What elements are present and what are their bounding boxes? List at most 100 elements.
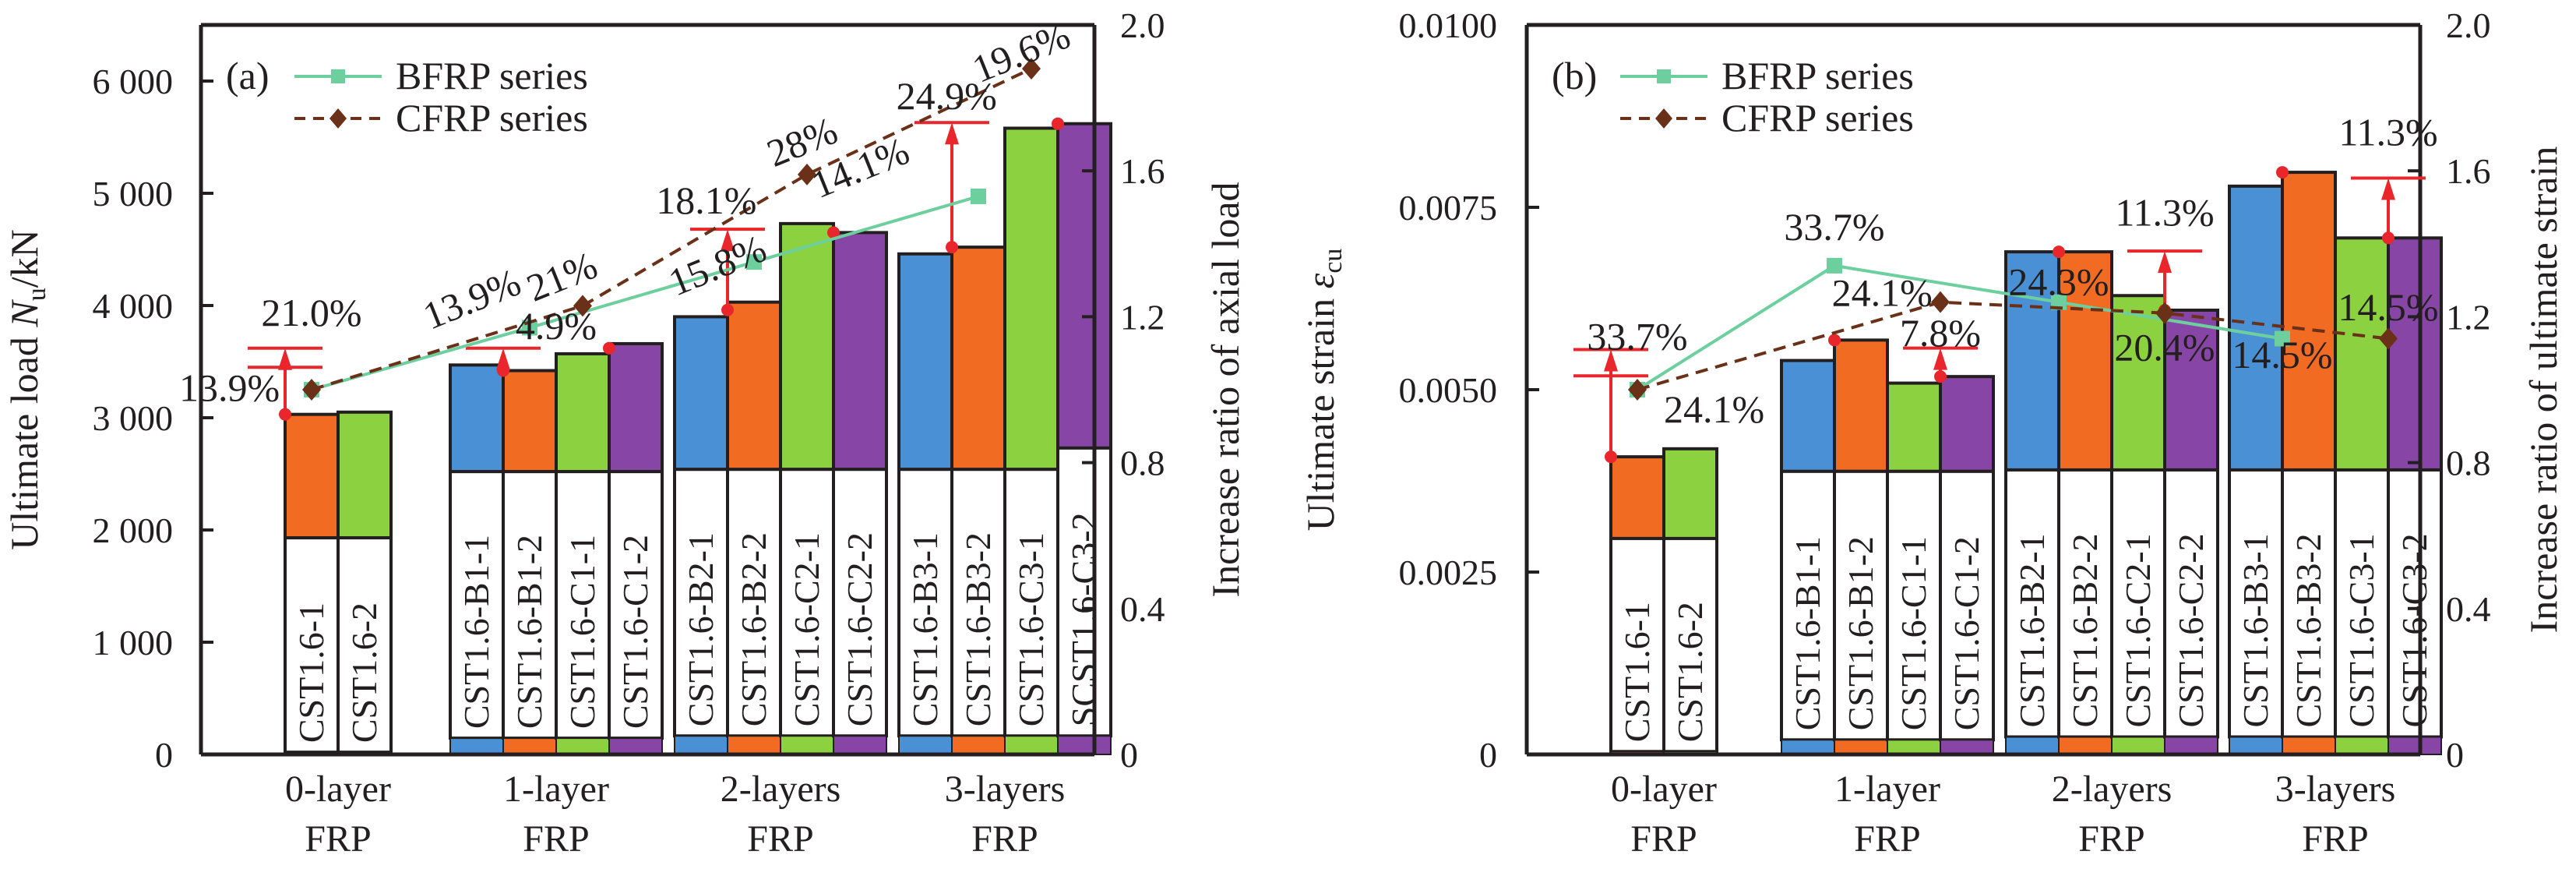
bar-base-strip bbox=[1781, 739, 1835, 756]
bar-fill bbox=[1833, 338, 1889, 473]
series-marker-cfrp bbox=[1022, 58, 1041, 80]
series-marker-cfrp bbox=[573, 295, 592, 317]
x-category-label-line2: FRP bbox=[1630, 818, 1697, 860]
bar-base-strip bbox=[2005, 736, 2060, 756]
series-marker-bfrp bbox=[1827, 257, 1842, 274]
bar-fill bbox=[608, 341, 664, 474]
y-axis-title-sub: cu bbox=[1319, 249, 1348, 274]
bar-label-box bbox=[1662, 536, 1718, 754]
bar-fill bbox=[2163, 308, 2219, 472]
bar-specimen-label: CST1.6-B1-2 bbox=[1841, 536, 1880, 730]
percent-annotation: 21.0% bbox=[261, 291, 361, 334]
bar-fill bbox=[673, 315, 729, 472]
legend-marker-cfrp bbox=[329, 108, 347, 129]
marker-dot bbox=[497, 364, 509, 377]
bar-specimen-label: CST1.6-B2-2 bbox=[734, 532, 774, 726]
bar-base-strip bbox=[780, 735, 834, 755]
x-category-label: 3-layers bbox=[2275, 768, 2396, 810]
legend-marker-cfrp bbox=[1655, 108, 1672, 129]
percent-annotation: 18.1% bbox=[656, 178, 756, 222]
x-category-label-line2: FRP bbox=[2302, 818, 2368, 860]
y-tick-label: 2 000 bbox=[93, 510, 174, 550]
bar-label-box bbox=[1886, 469, 1942, 742]
bar-specimen-label: SCST1.6-C3-2 bbox=[1064, 512, 1104, 726]
bar-fill bbox=[1780, 359, 1836, 473]
x-category-label: 3-layers bbox=[945, 768, 1066, 810]
y-axis-title-sub: u bbox=[23, 288, 51, 301]
bar-specimen-label: CST1.6-B2-1 bbox=[2012, 533, 2052, 727]
bar-fill bbox=[2334, 236, 2390, 472]
bar-fill bbox=[284, 412, 340, 540]
marker-dot bbox=[1605, 450, 1617, 464]
bar-specimen-label: CST1.6-B2-2 bbox=[2065, 533, 2105, 727]
y2-tick-label: 1.2 bbox=[2446, 297, 2491, 337]
series-marker-bfrp bbox=[746, 254, 762, 270]
y2-tick-label: 2.0 bbox=[1120, 5, 1165, 45]
y-axis-title-unit: /kN bbox=[2, 229, 46, 288]
bar-fill bbox=[897, 252, 953, 472]
series-marker-cfrp bbox=[2155, 302, 2174, 324]
y-tick-label: 0.0050 bbox=[1399, 370, 1498, 410]
increase-arrow bbox=[1573, 348, 1648, 457]
bar-label-box bbox=[1609, 536, 1665, 754]
arrow-head bbox=[721, 229, 735, 252]
bar-specimen-label: CST1.6-C1-2 bbox=[615, 535, 655, 729]
bar-label-box bbox=[502, 470, 558, 740]
bar-specimen-label: CST1.6-2 bbox=[1670, 602, 1710, 742]
bar-specimen-label: CST1.6-C1-1 bbox=[1894, 536, 1933, 730]
bar-cst1.6-b1-2: CST1.6-B1-2 bbox=[1833, 338, 1889, 756]
bar-cst1.6-b1-2: CST1.6-B1-2 bbox=[502, 369, 558, 755]
legend-label-bfrp: BFRP series bbox=[1721, 54, 1914, 97]
x-category-label: 2-layers bbox=[721, 768, 841, 810]
y2-tick-label: 0.4 bbox=[2446, 589, 2491, 629]
bar-label-box bbox=[2281, 468, 2337, 739]
y2-tick-label: 0.4 bbox=[1120, 589, 1165, 629]
bar-base-strip bbox=[1834, 739, 1888, 756]
arrow-head bbox=[278, 348, 292, 370]
bar-base-strip bbox=[898, 735, 953, 755]
marker-dot bbox=[2382, 231, 2395, 245]
bar-specimen-label: CST1.6-1 bbox=[1617, 602, 1657, 742]
y-tick-label: 1 000 bbox=[93, 623, 174, 662]
percent-annotation: 7.8% bbox=[1900, 311, 1981, 355]
y-tick-label: 5 000 bbox=[93, 174, 174, 214]
series-marker-cfrp bbox=[2379, 327, 2398, 350]
marker-dot bbox=[1828, 334, 1841, 347]
bar-cst1.6-b2-2: CST1.6-B2-2 bbox=[726, 300, 782, 755]
series-marker-bfrp bbox=[2275, 330, 2290, 347]
percent-annotation: 11.3% bbox=[2115, 190, 2214, 234]
bar-cst1.6-c3-2: CST1.6-C3-2 bbox=[2387, 236, 2443, 756]
y-axis-title-main: Ultimate strain bbox=[1299, 288, 1342, 531]
marker-dot bbox=[1052, 117, 1064, 130]
bar-cst1.6-c3-1: CST1.6-C3-1 bbox=[2334, 236, 2390, 756]
bar-base-strip bbox=[1887, 739, 1941, 756]
marker-dot bbox=[721, 303, 734, 316]
bar-scst1.6-c3-2: SCST1.6-C3-2 bbox=[1056, 122, 1112, 755]
bar-label-box bbox=[950, 468, 1006, 738]
percent-annotation: 24.1% bbox=[1832, 270, 1933, 314]
bar-base-strip bbox=[727, 735, 781, 755]
x-category-label: 0-layer bbox=[1611, 768, 1717, 810]
y2-tick-label: 0 bbox=[1120, 735, 1138, 775]
bar-base-strip bbox=[1057, 735, 1112, 755]
bar-specimen-label: CST1.6-C2-1 bbox=[2118, 533, 2158, 727]
bar-specimen-label: CST1.6-C1-1 bbox=[562, 535, 602, 729]
bar-cst1.6-1: CST1.6-1 bbox=[1609, 455, 1665, 755]
bar-base-strip bbox=[555, 737, 610, 755]
bar-base-strip bbox=[2335, 736, 2389, 756]
bar-cst1.6-b1-1: CST1.6-B1-1 bbox=[449, 363, 505, 755]
x-category-label: 1-layer bbox=[503, 768, 609, 810]
series-marker-cfrp bbox=[302, 379, 321, 401]
y2-tick-label: 0.8 bbox=[2446, 443, 2491, 483]
x-category-label-line2: FRP bbox=[747, 818, 813, 860]
bar-base-strip bbox=[502, 737, 557, 755]
y-axis-title: Ultimate strain εcu bbox=[1299, 249, 1348, 532]
marker-dot bbox=[946, 241, 958, 254]
y-tick-label: 0.0025 bbox=[1399, 553, 1498, 592]
bar-base-strip bbox=[674, 735, 728, 755]
bar-label-box bbox=[2334, 468, 2390, 739]
marker-dot bbox=[1934, 370, 1947, 383]
y-axis-title-main: Ultimate load bbox=[2, 327, 46, 550]
percent-annotation: 14.5% bbox=[2232, 333, 2332, 376]
x-category-label: 0-layer bbox=[285, 768, 391, 810]
